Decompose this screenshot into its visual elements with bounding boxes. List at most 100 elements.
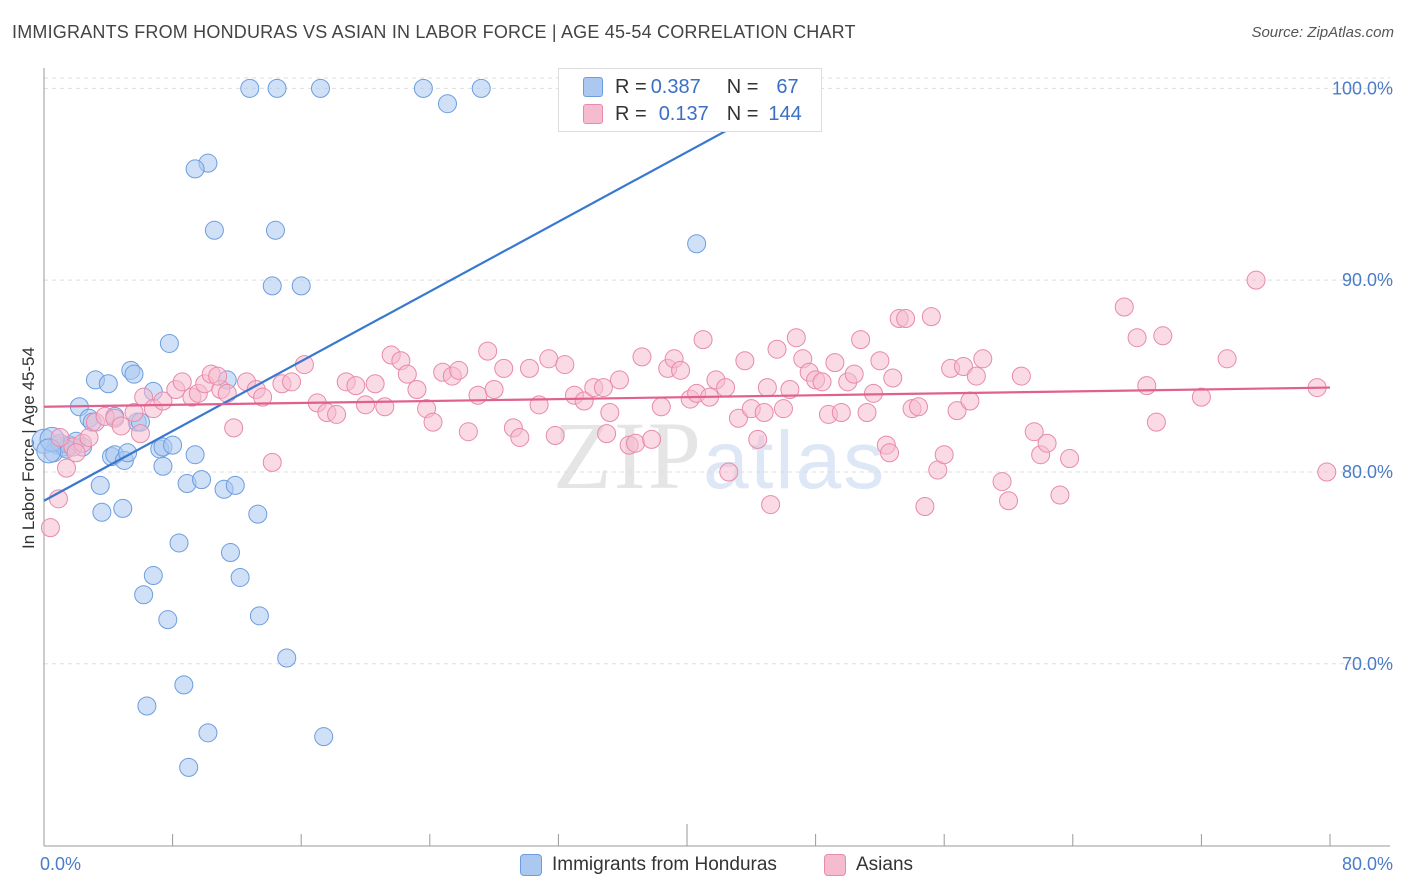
point-honduras — [248, 504, 268, 524]
point-asians — [519, 358, 539, 378]
point-asians — [915, 497, 935, 517]
point-asians — [947, 401, 967, 421]
bottom-legend-label-honduras: Immigrants from Honduras — [552, 854, 777, 875]
point-asians — [953, 356, 973, 376]
y-tick-label: 90.0% — [1342, 270, 1393, 290]
point-asians — [757, 378, 777, 398]
point-honduras — [225, 475, 245, 495]
bottom-legend-swatch-asians — [824, 854, 846, 876]
point-asians — [844, 364, 864, 384]
point-asians — [728, 408, 748, 428]
point-asians — [1217, 349, 1237, 369]
bottom-legend-honduras: Immigrants from Honduras — [520, 852, 777, 878]
point-honduras — [137, 696, 157, 716]
point-honduras — [124, 364, 144, 384]
point-asians — [896, 309, 916, 329]
trendline-honduras — [43, 87, 805, 502]
point-honduras — [277, 648, 297, 668]
point-asians — [50, 427, 70, 447]
point-asians — [719, 462, 739, 482]
point-asians — [921, 307, 941, 327]
point-asians — [609, 370, 629, 390]
point-honduras — [240, 78, 260, 98]
point-asians — [626, 433, 646, 453]
legend-row-honduras: R = 0.387 N = 67 — [583, 74, 799, 100]
point-honduras — [98, 374, 118, 394]
point-honduras — [204, 220, 224, 240]
y-tick-label: 100.0% — [1332, 78, 1393, 98]
point-asians — [217, 383, 237, 403]
point-honduras — [220, 543, 240, 563]
x-tick-label: 0.0% — [40, 854, 81, 874]
point-asians — [224, 418, 244, 438]
point-asians — [761, 495, 781, 515]
point-honduras — [185, 159, 205, 179]
point-asians — [346, 376, 366, 396]
point-asians — [1050, 485, 1070, 505]
legend-r-value: 0.387 — [650, 75, 701, 98]
point-asians — [458, 422, 478, 442]
point-asians — [539, 349, 559, 369]
point-honduras — [230, 567, 250, 587]
point-asians — [172, 372, 192, 392]
point-asians — [253, 387, 273, 407]
point-asians — [992, 472, 1012, 492]
point-honduras — [90, 475, 110, 495]
point-asians — [593, 378, 613, 398]
point-asians — [555, 355, 575, 375]
point-asians — [880, 443, 900, 463]
point-asians — [693, 330, 713, 350]
point-asians — [754, 403, 774, 423]
point-asians — [632, 347, 652, 367]
point-honduras — [159, 333, 179, 353]
point-asians — [407, 379, 427, 399]
point-asians — [597, 424, 617, 444]
bottom-legend-swatch-honduras — [520, 854, 542, 876]
point-asians — [1114, 297, 1134, 317]
legend-row-asians: R = 0.137 N = 144 — [583, 101, 802, 127]
legend-r-label: R = — [615, 75, 647, 98]
point-asians — [825, 353, 845, 373]
point-asians — [1191, 387, 1211, 407]
point-honduras — [185, 445, 205, 465]
point-asians — [999, 491, 1018, 511]
point-asians — [1127, 328, 1147, 348]
point-honduras — [267, 78, 287, 98]
point-honduras — [179, 757, 199, 777]
point-asians — [282, 372, 302, 392]
point-asians — [40, 518, 60, 538]
legend-n-value: 144 — [768, 102, 802, 125]
point-asians — [735, 351, 755, 371]
point-asians — [870, 351, 890, 371]
point-honduras — [169, 533, 189, 553]
point-asians — [857, 403, 877, 423]
point-honduras — [153, 456, 173, 476]
point-honduras — [163, 435, 183, 455]
point-asians — [966, 366, 986, 386]
point-asians — [449, 360, 469, 380]
point-honduras — [134, 585, 154, 605]
point-asians — [468, 385, 488, 405]
point-asians — [574, 391, 594, 411]
point-asians — [365, 374, 385, 394]
chart-title: IMMIGRANTS FROM HONDURAS VS ASIAN IN LAB… — [12, 22, 856, 42]
watermark-zip: ZIP — [553, 402, 703, 509]
point-asians — [973, 349, 993, 369]
point-honduras — [198, 723, 218, 743]
point-honduras — [314, 727, 334, 747]
point-honduras — [113, 498, 133, 518]
point-asians — [130, 424, 150, 444]
legend-n-label: N = — [726, 102, 759, 125]
bottom-legend-asians: Asians — [824, 852, 913, 878]
point-asians — [767, 339, 787, 359]
point-asians — [716, 378, 736, 398]
point-asians — [1153, 326, 1173, 346]
legend-n-value: 67 — [776, 75, 799, 98]
point-asians — [1024, 422, 1044, 442]
point-asians — [356, 395, 375, 415]
watermark: ZIPatlas — [553, 400, 886, 511]
point-honduras — [265, 220, 285, 240]
point-asians — [124, 403, 144, 423]
point-asians — [478, 341, 498, 361]
point-asians — [1317, 462, 1337, 482]
